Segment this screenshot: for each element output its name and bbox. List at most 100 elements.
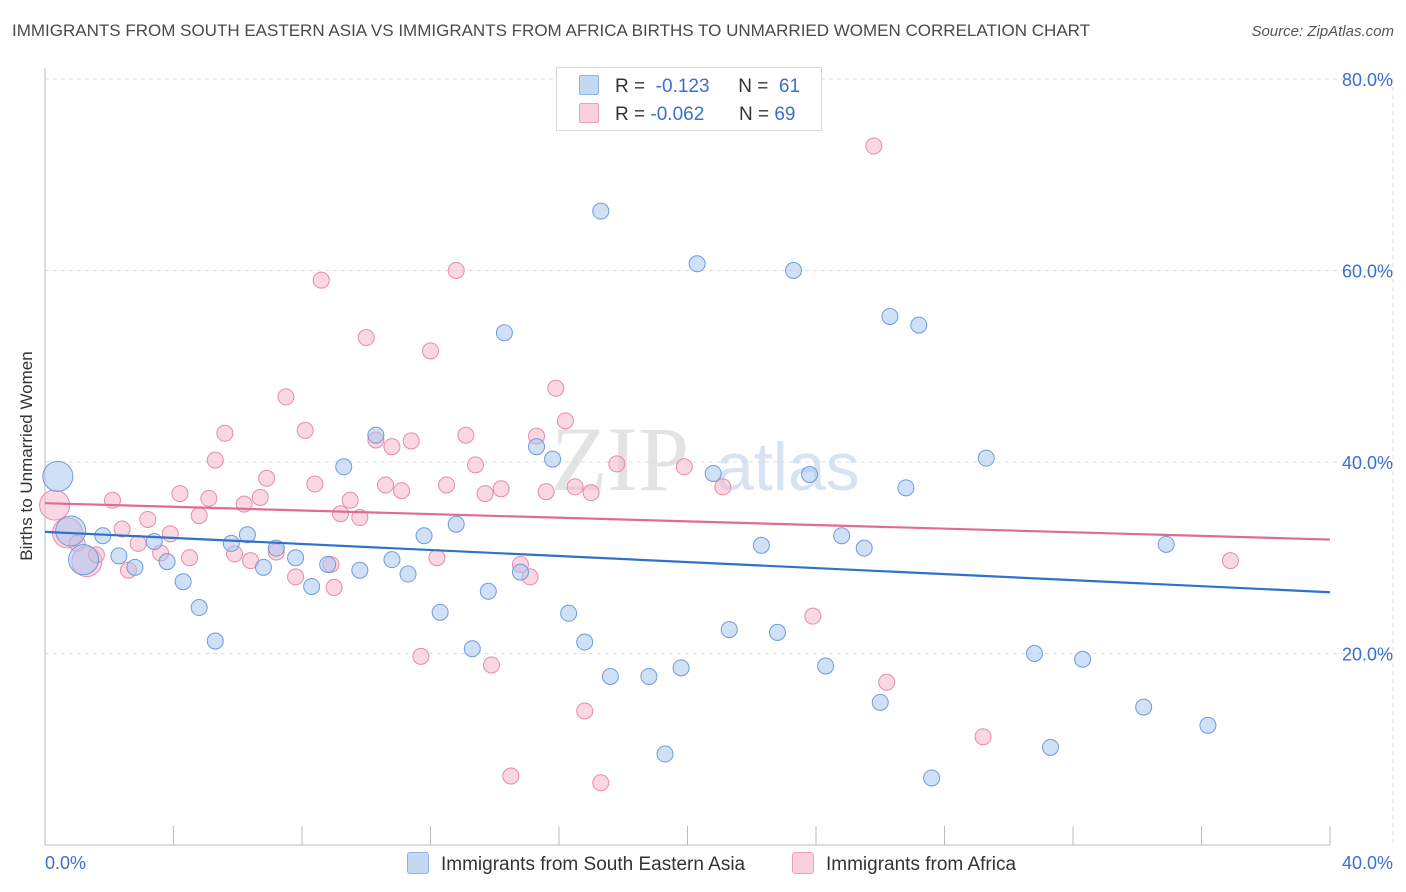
sea-point-50 — [881, 307, 899, 325]
africa-point-66 — [582, 484, 600, 502]
sea-trend-line — [44, 530, 1331, 594]
sea-point-43 — [768, 623, 786, 641]
legend-swatch-series2 — [579, 103, 599, 123]
sea-point-51 — [897, 479, 915, 497]
legend-r-value-1: -0.123 — [655, 76, 710, 97]
africa-point-45 — [476, 485, 494, 503]
sea-point-31 — [544, 450, 562, 468]
y-tick-label-60: 60.0% — [1342, 262, 1393, 282]
sea-point-0 — [42, 460, 74, 492]
sea-point-19 — [351, 561, 369, 579]
africa-point-31 — [351, 509, 369, 527]
africa-point-59 — [675, 458, 693, 476]
africa-point-38 — [412, 647, 430, 665]
africa-point-35 — [383, 438, 401, 456]
sea-point-28 — [495, 324, 513, 342]
africa-point-56 — [576, 702, 594, 720]
africa-point-13 — [190, 507, 208, 525]
sea-point-48 — [855, 539, 873, 557]
africa-point-54 — [556, 412, 574, 430]
sea-point-17 — [319, 555, 337, 573]
africa-point-10 — [161, 525, 179, 543]
africa-point-63 — [878, 673, 896, 691]
sea-point-4 — [110, 547, 128, 565]
sea-point-40 — [704, 464, 722, 482]
sea-point-46 — [817, 657, 835, 675]
sea-point-22 — [399, 565, 417, 583]
africa-point-25 — [296, 421, 314, 439]
africa-point-64 — [974, 728, 992, 746]
sea-point-14 — [267, 539, 285, 557]
bottom-legend-series1: Immigrants from South Eastern Asia — [407, 852, 745, 876]
africa-point-36 — [393, 482, 411, 500]
africa-point-8 — [139, 510, 157, 528]
sea-point-42 — [752, 536, 770, 554]
sea-point-9 — [190, 599, 208, 617]
africa-point-37 — [402, 432, 420, 450]
sea-point-15 — [287, 549, 305, 567]
legend-row-series1: R = -0.123 N = 61 — [579, 75, 800, 98]
axes — [44, 68, 1331, 846]
x-tick-label-max: 40.0% — [1342, 853, 1393, 873]
sea-point-24 — [431, 603, 449, 621]
legend: R = -0.123 N = 61 R = -0.062 N = 69 — [556, 67, 822, 131]
africa-point-7 — [129, 534, 147, 552]
africa-point-39 — [422, 342, 439, 360]
sea-point-52 — [910, 316, 928, 334]
africa-point-53 — [547, 379, 565, 397]
sea-point-56 — [1042, 738, 1060, 756]
africa-point-15 — [206, 451, 224, 469]
africa-point-29 — [332, 505, 350, 523]
sea-point-59 — [1157, 535, 1175, 553]
sea-point-45 — [801, 465, 819, 483]
africa-point-60 — [714, 478, 732, 496]
sea-point-12 — [238, 526, 256, 544]
sea-point-1 — [55, 515, 87, 547]
africa-point-26 — [306, 475, 324, 493]
africa-point-34 — [377, 476, 395, 494]
sea-point-18 — [335, 458, 353, 476]
africa-point-16 — [216, 424, 234, 442]
sea-point-11 — [222, 534, 240, 552]
sea-point-10 — [206, 632, 224, 650]
africa-point-48 — [502, 767, 520, 785]
sea-point-2 — [68, 544, 100, 576]
africa-point-40 — [428, 549, 446, 567]
africa-point-20 — [251, 488, 269, 506]
series-sea-points — [42, 202, 1217, 787]
africa-point-21 — [258, 469, 276, 487]
africa-point-61 — [804, 607, 822, 625]
sea-point-30 — [528, 438, 546, 456]
sea-point-13 — [254, 558, 272, 576]
africa-point-68 — [325, 578, 343, 596]
sea-point-39 — [688, 255, 706, 273]
sea-point-54 — [977, 449, 995, 467]
sea-point-23 — [415, 527, 433, 545]
y-tick-label-80: 80.0% — [1342, 70, 1393, 90]
legend-n-value-1: 61 — [778, 76, 801, 97]
africa-point-42 — [447, 262, 465, 279]
sea-point-5 — [126, 558, 144, 576]
sea-point-21 — [383, 551, 401, 569]
africa-point-47 — [492, 480, 510, 498]
sea-point-44 — [785, 262, 803, 279]
africa-point-46 — [483, 656, 501, 674]
bottom-legend-label-series1: Immigrants from South Eastern Asia — [441, 854, 746, 875]
sea-point-33 — [576, 633, 594, 651]
africa-point-14 — [200, 489, 218, 507]
legend-r-value-2: -0.062 — [650, 104, 705, 125]
africa-point-27 — [312, 271, 330, 289]
watermark-atlas: atlas — [716, 429, 860, 505]
legend-r-label-2: R = — [615, 104, 646, 125]
legend-n-label-1: N = — [738, 76, 769, 97]
y-tick-label-40: 40.0% — [1342, 453, 1393, 473]
sea-point-55 — [1025, 645, 1043, 662]
source-label: Source: ZipAtlas.com — [1251, 23, 1394, 40]
sea-point-38 — [672, 659, 690, 677]
sea-point-41 — [720, 621, 738, 639]
africa-point-12 — [181, 549, 199, 567]
sea-point-8 — [174, 573, 192, 591]
bottom-legend-swatch-series1 — [407, 852, 429, 874]
sea-point-36 — [640, 667, 658, 685]
sea-point-25 — [447, 515, 465, 533]
